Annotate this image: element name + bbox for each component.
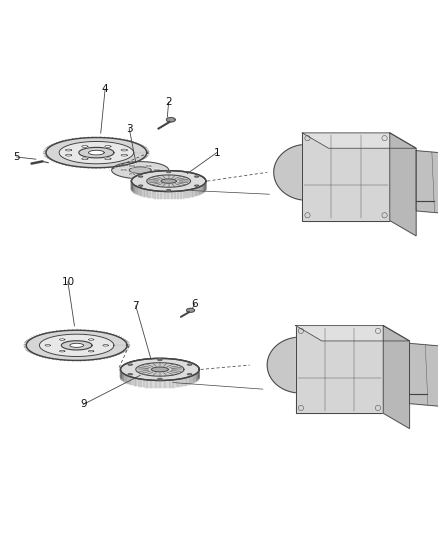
Polygon shape [88,150,104,155]
Polygon shape [138,185,143,186]
Polygon shape [194,176,199,177]
Text: 3: 3 [126,124,133,134]
Polygon shape [88,350,94,352]
Polygon shape [39,334,114,357]
Polygon shape [61,341,92,350]
Polygon shape [187,374,192,375]
Polygon shape [296,326,410,341]
Polygon shape [138,176,143,177]
Polygon shape [128,374,132,375]
Polygon shape [131,171,206,191]
Polygon shape [390,133,416,236]
Polygon shape [152,367,168,372]
Polygon shape [131,171,206,191]
Polygon shape [121,169,126,171]
Polygon shape [146,165,151,167]
Polygon shape [158,359,162,360]
Polygon shape [194,185,199,186]
Polygon shape [105,158,111,160]
Text: 5: 5 [13,152,20,162]
Polygon shape [187,308,194,312]
Polygon shape [129,173,134,175]
Polygon shape [296,326,383,413]
Polygon shape [81,158,88,160]
Polygon shape [146,173,151,175]
Polygon shape [267,337,333,393]
Polygon shape [166,118,175,122]
Polygon shape [105,146,111,148]
Polygon shape [120,358,199,381]
Polygon shape [45,344,50,346]
Polygon shape [166,172,171,173]
Text: 2: 2 [165,97,172,107]
Text: 9: 9 [80,399,87,409]
Polygon shape [65,149,72,151]
Polygon shape [161,179,176,183]
Text: 7: 7 [132,301,139,311]
Polygon shape [154,169,159,171]
Polygon shape [120,358,199,381]
Polygon shape [60,350,65,352]
Polygon shape [103,344,108,346]
Polygon shape [129,165,134,167]
Polygon shape [302,133,416,148]
Polygon shape [187,364,192,365]
Polygon shape [65,154,72,156]
Polygon shape [128,364,132,365]
Polygon shape [274,144,339,200]
Polygon shape [121,149,127,151]
Polygon shape [136,362,184,376]
Polygon shape [60,338,65,341]
Polygon shape [81,146,88,148]
Polygon shape [302,133,390,221]
Polygon shape [158,378,162,379]
Polygon shape [416,151,438,215]
Polygon shape [131,171,206,191]
Polygon shape [129,167,151,173]
Text: 10: 10 [61,277,74,287]
Text: 1: 1 [213,148,220,158]
Polygon shape [26,330,127,360]
Polygon shape [112,161,169,179]
Polygon shape [166,190,171,191]
Polygon shape [121,154,127,156]
Polygon shape [79,147,114,158]
Polygon shape [410,343,438,408]
Polygon shape [46,138,147,168]
Polygon shape [120,358,199,381]
Polygon shape [88,338,94,341]
Polygon shape [70,343,84,348]
Polygon shape [147,175,191,187]
Text: 6: 6 [191,298,198,309]
Polygon shape [383,326,410,429]
Text: 4: 4 [102,84,109,94]
Polygon shape [59,141,134,164]
